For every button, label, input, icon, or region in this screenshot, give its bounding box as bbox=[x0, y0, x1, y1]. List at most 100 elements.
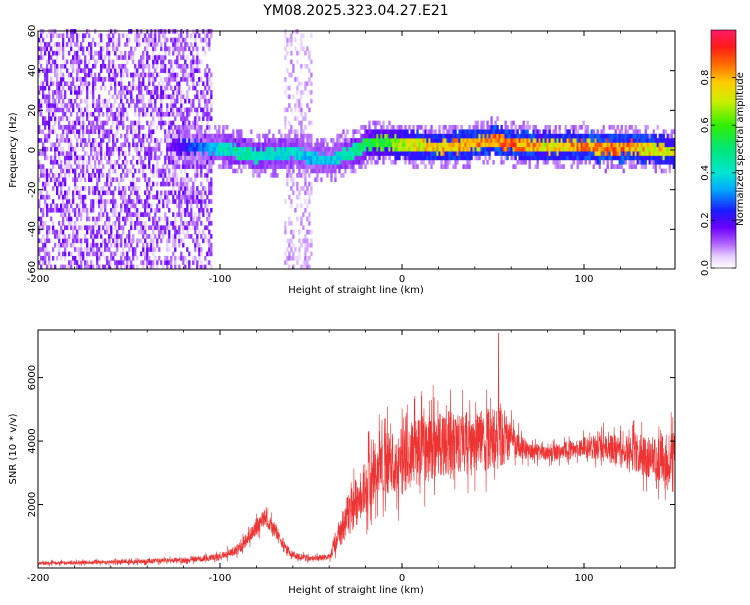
snr-xlabel: Height of straight line (km) bbox=[288, 585, 424, 596]
spectrogram-cell bbox=[48, 90, 51, 95]
spectrogram-cell bbox=[180, 138, 183, 143]
spectrogram-cell bbox=[180, 186, 183, 191]
spectrogram-cell bbox=[642, 155, 645, 161]
spectrogram-cell bbox=[92, 207, 95, 213]
spectrogram-cell bbox=[44, 46, 47, 52]
spectrogram-cell bbox=[176, 81, 179, 87]
spectrogram-cell bbox=[150, 138, 153, 143]
spectrogram-cell bbox=[354, 129, 357, 135]
spectrogram-cell bbox=[356, 138, 359, 143]
spectrogram-cell bbox=[146, 90, 149, 95]
spectrogram-cell bbox=[142, 229, 145, 235]
spectrogram-cell bbox=[200, 207, 203, 213]
spectrogram-cell bbox=[218, 133, 221, 139]
spectrogram-cell bbox=[112, 255, 115, 261]
spectrogram-cell bbox=[568, 151, 571, 156]
spectrogram-cell bbox=[396, 146, 399, 152]
spectrogram-cell bbox=[308, 151, 311, 156]
spectrogram-cell bbox=[472, 142, 475, 148]
spectrogram-cell bbox=[426, 146, 429, 152]
spectrogram-cell bbox=[106, 260, 109, 265]
spectrogram-cell bbox=[618, 129, 621, 135]
spectrogram-cell bbox=[148, 194, 151, 200]
spectrogram-cell bbox=[576, 138, 579, 143]
spectrogram-cell bbox=[106, 173, 109, 178]
spectrogram-cell bbox=[56, 186, 59, 191]
spectrogram-cell bbox=[200, 203, 203, 209]
spectrogram-cell bbox=[548, 155, 551, 161]
spectrogram-cell bbox=[188, 251, 191, 257]
spectrogram-cell bbox=[400, 138, 403, 143]
spectrogram-cell bbox=[322, 159, 325, 165]
spectrogram-cell bbox=[186, 212, 189, 217]
spectrogram-cell bbox=[612, 125, 615, 130]
spectrogram-cell bbox=[222, 155, 225, 161]
spectrogram-cell bbox=[218, 125, 221, 130]
spectrogram-cell bbox=[200, 138, 203, 143]
spectrogram-cell bbox=[74, 168, 77, 174]
spectrogram-cell bbox=[284, 221, 287, 226]
spectrogram-cell bbox=[144, 173, 147, 178]
spectrogram-cell bbox=[526, 125, 529, 130]
spectrogram-cell bbox=[136, 120, 139, 126]
spectrogram-cell bbox=[98, 190, 101, 196]
spectrogram-cell bbox=[424, 125, 427, 130]
spectrogram-cell bbox=[464, 129, 467, 135]
spectrogram-cell bbox=[538, 142, 541, 148]
spectrogram-cell bbox=[70, 90, 73, 95]
spectrogram-cell bbox=[342, 173, 345, 178]
spectrogram-cell bbox=[170, 221, 173, 226]
spectrogram-cell bbox=[208, 199, 211, 204]
spectrogram-cell bbox=[114, 164, 117, 169]
spectrogram-cell bbox=[528, 142, 531, 148]
spectrogram-cell bbox=[440, 146, 443, 152]
spectrogram-cell bbox=[294, 142, 297, 148]
spectrogram-cell bbox=[166, 111, 169, 117]
spectrogram-cell bbox=[286, 247, 289, 252]
spectrogram-cell bbox=[508, 129, 511, 135]
spectrogram-cell bbox=[124, 142, 127, 148]
spectrogram-cell bbox=[164, 138, 167, 143]
spectrogram-cell bbox=[144, 103, 147, 108]
spectrogram-cell bbox=[136, 159, 139, 165]
spectrogram-cell bbox=[274, 155, 277, 161]
spectrogram-cell bbox=[160, 194, 163, 200]
spectrogram-cell bbox=[96, 199, 99, 204]
spectrogram-cell bbox=[146, 120, 149, 126]
spectrogram-cell bbox=[82, 33, 85, 39]
spectrogram-cell bbox=[310, 133, 313, 139]
spectrogram-cell bbox=[344, 133, 347, 139]
spectrogram-cell bbox=[118, 42, 121, 47]
spectrogram-cell bbox=[594, 146, 597, 152]
spectrogram-cell bbox=[384, 151, 387, 156]
spectrogram-cell bbox=[312, 159, 315, 165]
spectrogram-cell bbox=[508, 151, 511, 156]
spectrogram-cell bbox=[672, 138, 675, 143]
spectrogram-cell bbox=[160, 90, 163, 95]
spectrogram-cell bbox=[138, 229, 141, 235]
spectrogram-cell bbox=[138, 125, 141, 130]
spectrogram-cell bbox=[82, 255, 85, 261]
spectrogram-cell bbox=[374, 159, 377, 165]
spectrogram-cell bbox=[172, 151, 175, 156]
spectrogram-cell bbox=[220, 151, 223, 156]
spectrogram-cell bbox=[178, 234, 181, 239]
spectrogram-cell bbox=[120, 120, 123, 126]
spectrogram-cell bbox=[650, 138, 653, 143]
spectrogram-cell bbox=[606, 138, 609, 143]
spectrogram-cell bbox=[144, 33, 147, 39]
spectrogram-cell bbox=[648, 133, 651, 139]
spectrogram-cell bbox=[638, 159, 641, 165]
spectrogram-cell bbox=[130, 103, 133, 108]
spectrogram-cell bbox=[662, 138, 665, 143]
spectrogram-cell bbox=[580, 159, 583, 165]
spectrogram-cell bbox=[274, 164, 277, 169]
spectrogram-cell bbox=[262, 168, 265, 174]
spectrogram-cell bbox=[536, 164, 539, 169]
spectrogram-cell bbox=[86, 142, 89, 148]
spectrogram-cell bbox=[502, 151, 505, 156]
spectrogram-cell bbox=[638, 129, 641, 135]
spectrogram-cell bbox=[342, 164, 345, 169]
spectrogram-cell bbox=[110, 177, 113, 183]
spectrogram-cell bbox=[110, 77, 113, 82]
